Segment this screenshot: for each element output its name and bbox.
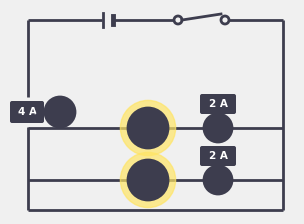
Circle shape [204,114,232,142]
FancyBboxPatch shape [10,101,44,123]
Text: 2 A: 2 A [209,151,227,161]
Polygon shape [214,164,222,169]
Polygon shape [214,112,222,117]
Circle shape [204,166,232,194]
Circle shape [128,108,168,148]
Circle shape [45,97,75,127]
Circle shape [128,160,168,200]
FancyBboxPatch shape [200,94,236,114]
Circle shape [120,100,176,156]
Text: A: A [214,175,222,185]
Circle shape [120,152,176,208]
Text: A: A [214,123,222,133]
FancyBboxPatch shape [200,146,236,166]
Text: 4 A: 4 A [18,107,36,117]
Text: A: A [56,107,64,117]
Text: 2 A: 2 A [209,99,227,109]
